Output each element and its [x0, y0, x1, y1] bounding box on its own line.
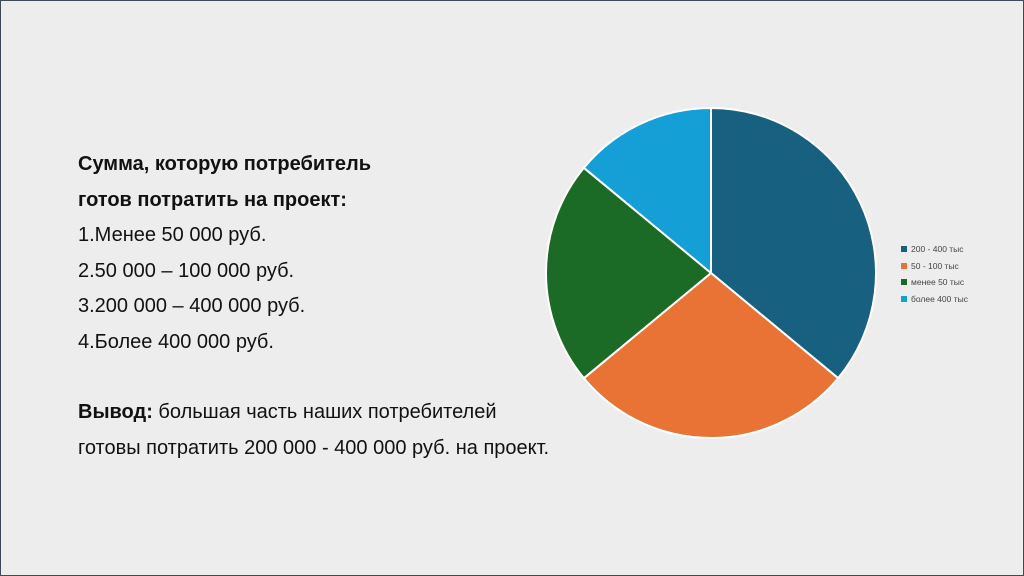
- option-item-3: 3.200 000 – 400 000 руб.: [78, 295, 306, 317]
- pie-chart: [545, 107, 877, 439]
- legend-swatch-1: [901, 246, 907, 253]
- conclusion-line-2: готовы потратить 200 000 - 400 000 руб. …: [78, 436, 550, 459]
- option-item-1: 1.Менее 50 000 руб.: [78, 224, 267, 246]
- pie-slice-4: [582, 107, 712, 274]
- legend-item-2: 50 - 100 тыс: [901, 258, 968, 275]
- legend-swatch-3: [901, 279, 907, 286]
- heading-line-2: готов потратить на проект:: [78, 188, 347, 211]
- legend-item-4: более 400 тыс: [901, 291, 968, 308]
- legend-swatch-4: [901, 295, 907, 302]
- option-item-4: 4.Более 400 000 руб.: [78, 330, 274, 353]
- legend-swatch-2: [901, 262, 907, 269]
- conclusion-line-1: Вывод: большая часть наших потребителей: [78, 395, 638, 431]
- pie-slice-3: [545, 166, 712, 380]
- legend-label-3: менее 50 тыс: [911, 277, 965, 288]
- text-block: Сумма, которую потребитель готов потрати…: [78, 147, 638, 466]
- chart-legend: 200 - 400 тыс 50 - 100 тыс менее 50 тыс бол…: [901, 241, 968, 307]
- option-item-2: 2.50 000 – 100 000 руб.: [78, 259, 295, 282]
- legend-label-4: более 400 тыс: [911, 293, 968, 304]
- legend-item-1: 200 - 400 тыс: [901, 241, 968, 258]
- pie-slice-2: [582, 272, 840, 439]
- legend-label-2: 50 - 100 тыс: [911, 260, 959, 271]
- conclusion-text: большая часть наших потребителей: [152, 401, 497, 423]
- heading-line-1: Сумма, которую потребитель: [78, 153, 372, 175]
- legend-item-3: менее 50 тыс: [901, 274, 968, 291]
- conclusion-label: Вывод:: [78, 401, 153, 423]
- pie-slice-1: [710, 107, 877, 380]
- legend-label-1: 200 - 400 тыс: [911, 244, 964, 255]
